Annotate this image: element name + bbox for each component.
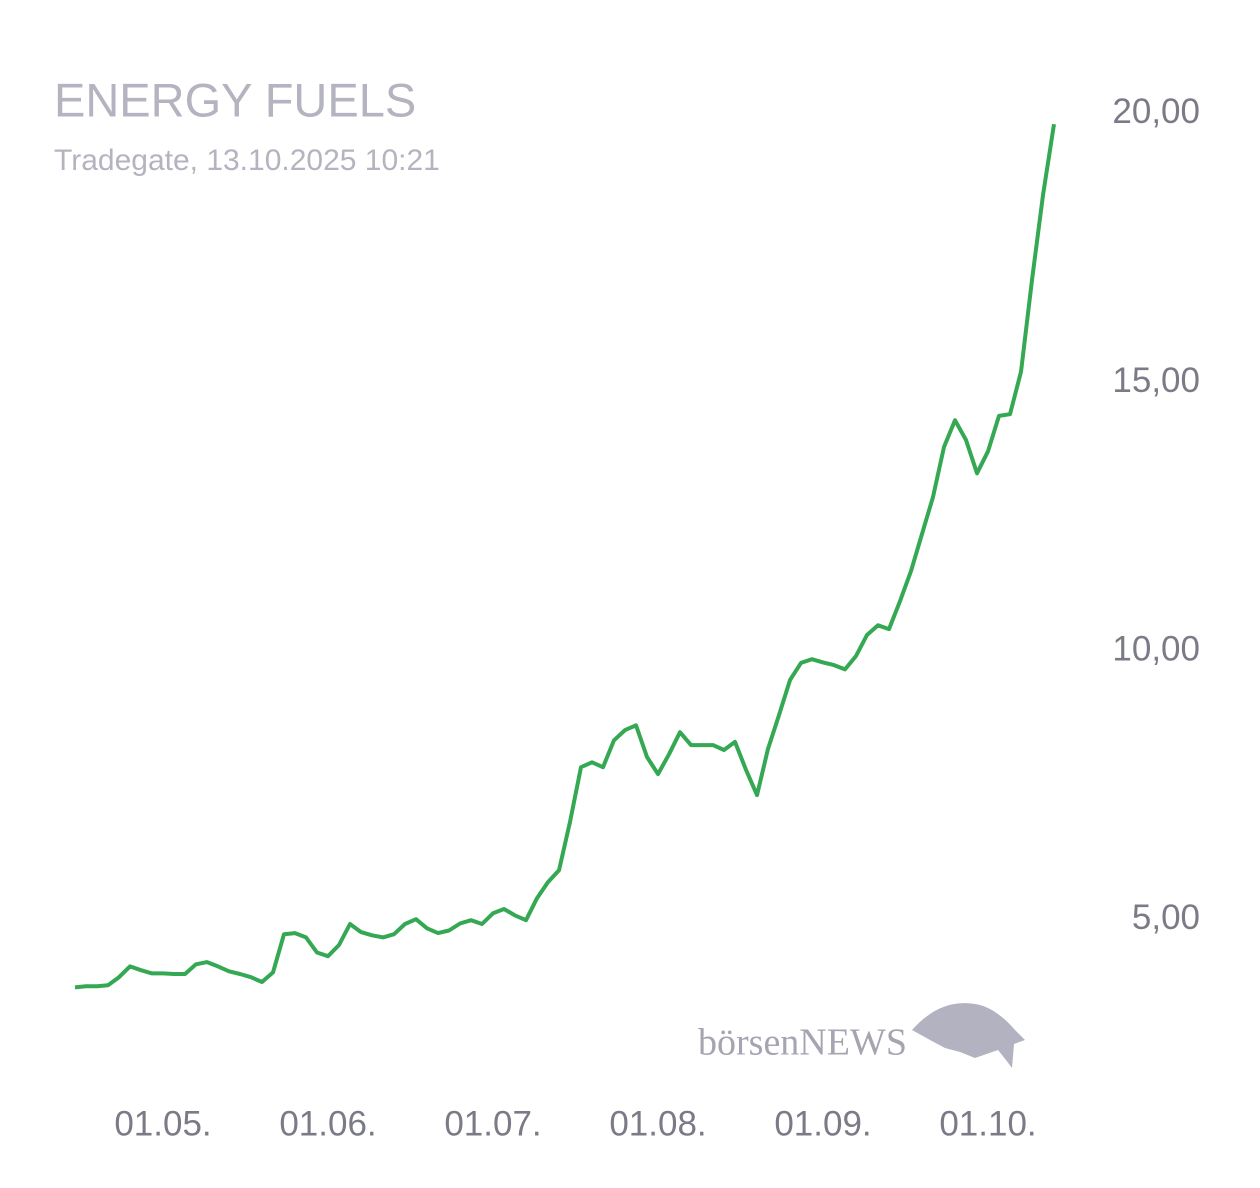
x-tick-label: 01.10. [939, 1104, 1036, 1143]
y-tick-label: 15,00 [1112, 361, 1200, 400]
chart-title: ENERGY FUELS [54, 73, 416, 126]
x-tick-label: 01.05. [114, 1104, 211, 1143]
y-tick-label: 10,00 [1112, 629, 1200, 668]
x-tick-label: 01.08. [609, 1104, 706, 1143]
y-tick-label: 20,00 [1112, 92, 1200, 131]
bull-logo [912, 1003, 1025, 1068]
x-tick-label: 01.07. [444, 1104, 541, 1143]
y-tick-label: 5,00 [1132, 898, 1200, 937]
chart-subtitle: Tradegate, 13.10.2025 10:21 [54, 144, 440, 177]
watermark: börsenNEWS [698, 1022, 907, 1064]
x-tick-label: 01.09. [774, 1104, 871, 1143]
x-tick-label: 01.06. [279, 1104, 376, 1143]
price-line [74, 123, 1056, 990]
